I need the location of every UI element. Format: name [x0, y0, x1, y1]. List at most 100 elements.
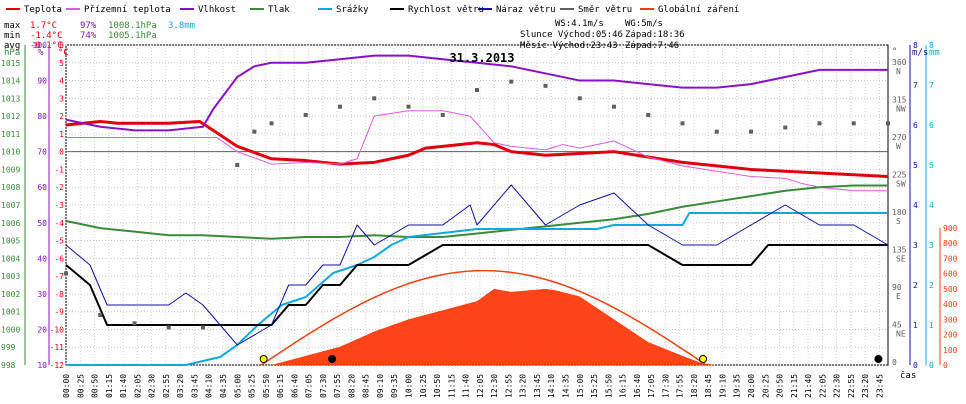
radiation-tick-label: 200 [943, 331, 958, 340]
pressure-tick-label: 1013 [1, 94, 20, 103]
humidity-tick-label: 80 [37, 112, 47, 121]
humidity-unit: % [38, 48, 44, 58]
x-tick-label: 13:20 [519, 374, 528, 398]
x-tick-label: 04:35 [219, 374, 228, 398]
humidity-tick-label: 10 [37, 361, 47, 370]
pressure-tick-label: 1005 [1, 237, 20, 246]
x-tick-label: 02:05 [133, 374, 142, 398]
x-tick-label: 14:10 [547, 374, 556, 398]
stats-max-label: max [4, 21, 21, 31]
temperature-tick-label: -6 [54, 254, 64, 263]
x-tick-label: 03:45 [190, 374, 199, 398]
x-tick-label: 02:30 [148, 374, 157, 398]
rain-tick-label: 5 [929, 161, 934, 170]
x-tick-label: 21:15 [790, 374, 799, 398]
legend-label: Vlhkost [198, 5, 236, 15]
direction-compass-label: E [896, 292, 901, 301]
legend-label: Srážky [336, 5, 369, 15]
x-tick-label: 07:05 [305, 374, 314, 398]
x-tick-label: 13:45 [533, 374, 542, 398]
stats-max-hum: 97% [80, 21, 97, 31]
x-tick-label: 00:25 [76, 374, 85, 398]
radiation-area [66, 288, 888, 365]
x-tick-label: 23:45 [875, 374, 884, 398]
rain-tick-label: 8 [929, 41, 934, 50]
radiation-tick-label: 400 [943, 300, 958, 309]
wind-direction-point [646, 113, 651, 117]
series-line [65, 184, 888, 240]
stats-min-temp: -1.4°C [30, 31, 63, 41]
humidity-tick-label: 20 [37, 325, 47, 334]
wind-direction-point [64, 271, 68, 276]
x-tick-label: 01:15 [105, 374, 114, 398]
wind-direction-point [783, 125, 788, 130]
series-line [65, 244, 888, 326]
series-line [66, 110, 888, 192]
wind-tick-label: 2 [913, 281, 918, 290]
stats-avg-label: avg [4, 41, 20, 51]
direction-tick-label: 45 [892, 321, 902, 330]
direction-compass-label: NW [896, 105, 906, 114]
x-tick-label: 12:30 [490, 374, 499, 398]
x-tick-label: 16:15 [619, 374, 628, 398]
wind-direction-point [252, 129, 257, 134]
x-tick-label: 19:10 [718, 374, 727, 398]
series-layer [64, 54, 890, 366]
x-tick-label: 02:55 [162, 374, 171, 398]
legend-label: Přízemní teplota [84, 5, 171, 15]
direction-tick-label: 360 [892, 58, 907, 67]
rain-tick-label: 6 [929, 121, 934, 130]
info-mesic: Měsíc Východ:23:43 [520, 41, 618, 51]
radiation-layer [66, 269, 888, 366]
wind-direction-point [714, 129, 719, 134]
legend-label: Náraz větru [496, 5, 556, 15]
pressure-unit: hPa [4, 48, 20, 58]
wind-direction-point [235, 163, 240, 167]
wind-direction-point [817, 121, 822, 126]
rain-tick-label: 3 [929, 241, 934, 250]
stats-min-label: min [4, 31, 20, 41]
wind-tick-label: 4 [913, 201, 918, 210]
pressure-tick-label: 998 [1, 361, 16, 370]
series-line [65, 184, 889, 346]
radiation-tick-label: 700 [943, 254, 958, 263]
rain-tick-label: 4 [929, 201, 934, 210]
legend-label: Směr větru [578, 5, 632, 15]
pressure-tick-label: 1015 [1, 59, 20, 68]
temperature-tick-label: -12 [50, 361, 65, 370]
radiation-tick-label: 600 [943, 270, 958, 279]
wind-direction-point [440, 113, 445, 117]
temperature-tick-label: -4 [54, 219, 64, 228]
direction-compass-label: NE [896, 330, 906, 339]
info-ws: WS:4.1m/s [555, 19, 604, 29]
x-tick-label: 17:05 [647, 374, 656, 398]
x-tick-label: 08:45 [362, 374, 371, 398]
x-tick-label: 17:30 [661, 374, 670, 398]
pressure-tick-label: 1001 [1, 308, 20, 317]
humidity-tick-label: 60 [37, 183, 47, 192]
pressure-tick-label: 1014 [1, 77, 20, 86]
x-tick-label: 10:00 [405, 374, 414, 398]
humidity-tick-label: 30 [37, 290, 47, 299]
temperature-tick-label: 1 [59, 130, 64, 139]
wind-direction-point [851, 121, 856, 126]
x-tick-label: 15:25 [590, 374, 599, 398]
wind-unit: m/s [912, 48, 928, 58]
wind-direction-point [680, 121, 685, 126]
pressure-tick-label: 1007 [1, 201, 20, 210]
temperature-tick-label: -5 [54, 237, 64, 246]
x-tick-label: 12:05 [476, 374, 485, 398]
direction-tick-label: 0 [892, 358, 897, 367]
x-tick-label: 07:30 [319, 374, 328, 398]
x-tick-label: 11:15 [447, 374, 456, 398]
direction-tick-label: 135 [892, 246, 907, 255]
direction-tick-label: 90 [892, 283, 902, 292]
temperature-tick-label: -9 [54, 308, 64, 317]
temperature-tick-label: -10 [50, 325, 65, 334]
humidity-tick-label: 40 [37, 254, 47, 263]
wind-direction-point [303, 113, 308, 117]
humidity-tick-label: 70 [37, 148, 47, 157]
rain-tick-label: 7 [929, 81, 934, 90]
x-tick-label: 20:25 [761, 374, 770, 398]
stats-avg-temp: -0.1°C [30, 41, 63, 51]
